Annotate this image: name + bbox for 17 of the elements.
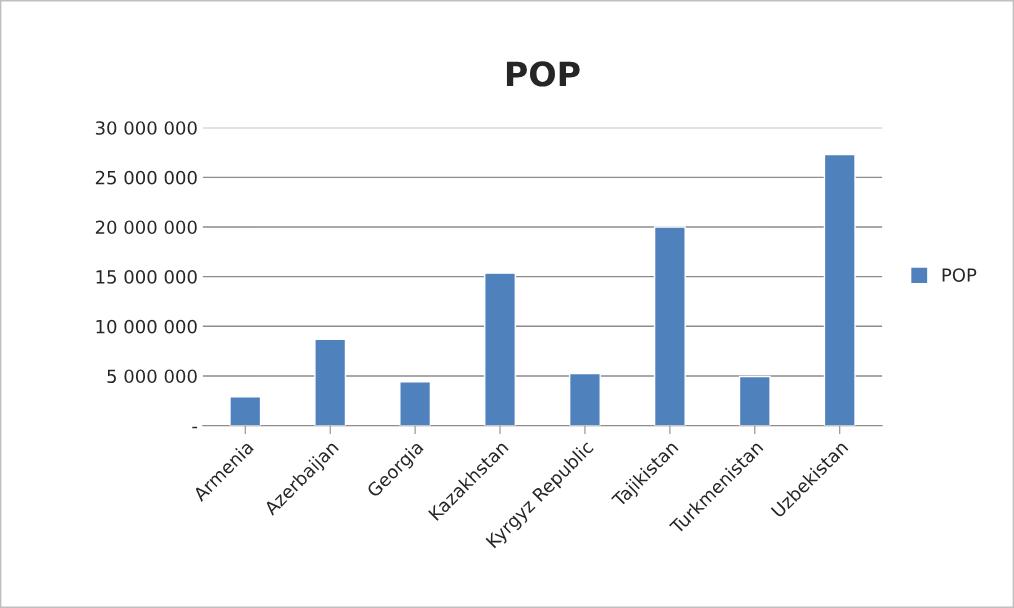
y-tick-label: 30 000 000 (95, 121, 197, 135)
bar (823, 153, 856, 426)
y-tick-label: 25 000 000 (95, 170, 197, 185)
y-tick-label: 5 000 000 (107, 369, 197, 384)
bar (399, 381, 432, 426)
chart-title: POP (506, 61, 580, 87)
bar (738, 375, 771, 426)
y-tick-label: 10 000 000 (96, 319, 197, 334)
bar (484, 272, 517, 426)
legend-label: POP (942, 268, 977, 282)
bar (568, 372, 601, 426)
bar (653, 226, 686, 426)
bar (229, 396, 262, 426)
y-tick-label: - (192, 426, 198, 429)
bar (314, 338, 347, 426)
y-tick-label: 15 000 000 (96, 270, 197, 284)
y-tick-label: 20 000 000 (95, 220, 197, 235)
